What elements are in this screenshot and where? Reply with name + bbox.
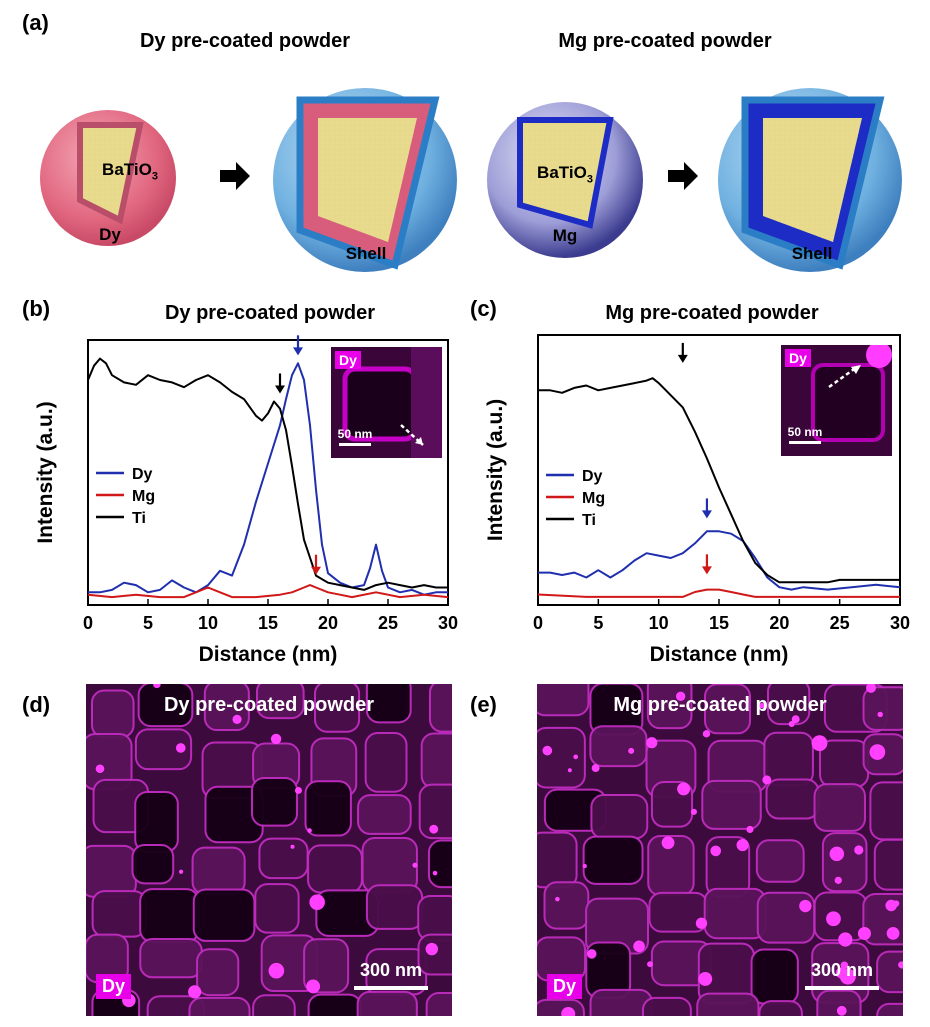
panel-a-title-left: Dy pre-coated powder xyxy=(139,30,351,52)
panel-a-title-right: Mg pre-coated powder xyxy=(558,30,772,52)
core-label-3: BaTiO3 xyxy=(537,163,593,186)
peak-arrowhead-icon xyxy=(677,354,688,363)
x-tick-label: 0 xyxy=(83,613,93,633)
y-axis-label: Intensity (a.u.) xyxy=(484,399,507,541)
peak-arrowhead-icon xyxy=(311,566,321,575)
peak-arrowhead-icon xyxy=(701,510,712,519)
inset-scale-label-c: 50 nm xyxy=(787,425,823,439)
x-tick-label: 5 xyxy=(143,613,153,633)
arrow-right-icon-2 xyxy=(668,162,698,190)
plot-area-b: 0 5 10 15 20 25 30 Distance (nm) Intensity (a.u.… xyxy=(34,335,458,666)
x-tick-label: 15 xyxy=(709,613,729,633)
inset-image-c: Dy 50 nm xyxy=(781,345,892,456)
legend-label-mg: Mg xyxy=(582,490,605,507)
micrograph-d-scale-bar xyxy=(354,986,428,990)
inset-tag-c: Dy xyxy=(785,349,811,367)
inset-scale-bar-c xyxy=(789,441,821,444)
inset-scale-bar-b xyxy=(339,443,371,446)
arrow-right-icon-1 xyxy=(220,162,250,190)
plot-area-c: 0 5 10 15 20 25 30 Distance (nm) Intensity (a.u.… xyxy=(484,334,910,666)
series-line-ti xyxy=(87,357,448,591)
x-tick-label: 10 xyxy=(198,613,218,633)
micrograph-e-title: Mg pre-coated powder xyxy=(613,694,827,716)
sphere-dy-shell xyxy=(273,88,457,272)
x-axis-label: Distance (nm) xyxy=(199,643,338,666)
micrograph-d-tag: Dy xyxy=(96,974,132,999)
micrograph-d: Dy pre-coated powder Dy 300 nm xyxy=(86,684,452,1016)
legend-label-dy: Dy xyxy=(132,466,153,483)
shell-label-4: Shell xyxy=(791,244,833,263)
sphere-mg-precoated xyxy=(487,102,643,258)
series-line-dy xyxy=(538,530,901,591)
legend-label-ti: Ti xyxy=(132,510,146,527)
x-tick-label: 25 xyxy=(830,613,850,633)
series-line-dy xyxy=(88,362,448,596)
micrograph-d-scale-label: 300 nm xyxy=(359,960,423,980)
x-tick-label: 20 xyxy=(318,613,338,633)
micrograph-e-scale-bar xyxy=(805,986,879,990)
panel-c-label: (c) xyxy=(470,296,497,321)
x-tick-label: 10 xyxy=(649,613,669,633)
sphere-dy-precoated xyxy=(40,110,176,246)
x-axis-label: Distance (nm) xyxy=(650,643,789,666)
shell-label-dy: Dy xyxy=(99,225,121,244)
micrograph-d-title: Dy pre-coated powder xyxy=(163,694,375,716)
line-chart-mg-precoated: 0 5 10 15 20 25 30 Distance (nm) Intensity (a.u.… xyxy=(484,334,910,666)
sphere-mg-shell xyxy=(718,88,902,272)
x-tick-label: 0 xyxy=(533,613,543,633)
core-shell-schematic xyxy=(40,88,902,272)
x-tick-label: 15 xyxy=(258,613,278,633)
panel-a-label: (a) xyxy=(22,10,49,35)
panel-e-label: (e) xyxy=(470,692,497,717)
x-tick-label: 5 xyxy=(593,613,603,633)
shell-label-mg: Mg xyxy=(552,226,578,245)
panel-c-title: Mg pre-coated powder xyxy=(605,302,819,324)
series-line-ti xyxy=(538,377,900,584)
x-tick-label: 30 xyxy=(438,613,458,633)
line-chart-dy-precoated: 0 5 10 15 20 25 30 Distance (nm) Intensity (a.u.… xyxy=(34,335,458,666)
micrograph-e: Mg pre-coated powder Dy 300 nm xyxy=(537,684,903,1016)
x-tick-label: 25 xyxy=(378,613,398,633)
y-axis-label: Intensity (a.u.) xyxy=(34,401,57,543)
inset-scale-label-b: 50 nm xyxy=(337,427,373,441)
legend-label-mg: Mg xyxy=(132,488,155,505)
core-label-1: BaTiO3 xyxy=(102,160,158,183)
micrograph-e-tag: Dy xyxy=(547,974,583,999)
series-line-mg xyxy=(87,584,449,599)
legend-label-dy: Dy xyxy=(582,468,603,485)
series-line-mg xyxy=(537,588,900,598)
inset-tag-b: Dy xyxy=(335,351,361,369)
panel-b-title: Dy pre-coated powder xyxy=(164,302,376,324)
shell-label-2: Shell xyxy=(345,244,387,263)
panel-b-label: (b) xyxy=(22,296,51,321)
peak-arrowhead-icon xyxy=(701,566,712,575)
legend-label-ti: Ti xyxy=(582,512,596,529)
panel-d-label: (d) xyxy=(22,692,51,717)
peak-arrowhead-icon xyxy=(275,385,285,394)
x-tick-label: 20 xyxy=(769,613,789,633)
inset-image-b: Dy 50 nm xyxy=(331,347,442,458)
x-tick-label: 30 xyxy=(890,613,910,633)
peak-arrowhead-icon xyxy=(293,347,303,356)
micrograph-e-scale-label: 300 nm xyxy=(810,960,874,980)
